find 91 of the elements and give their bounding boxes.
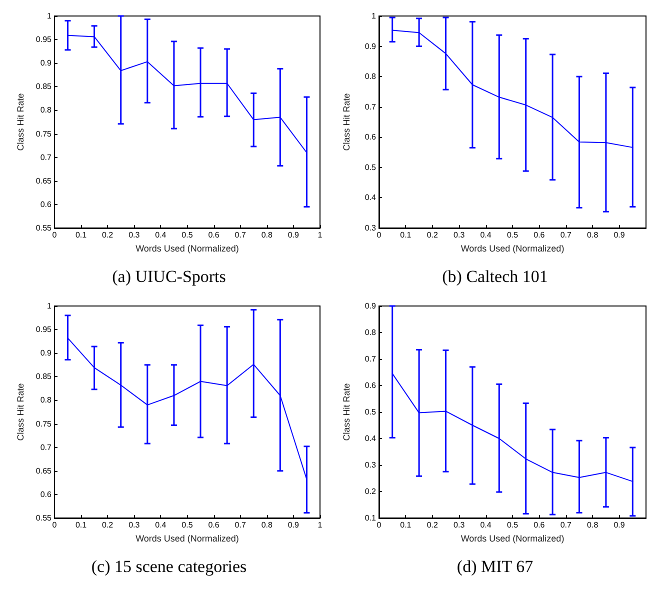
y-tick-label: 0.95 — [36, 325, 52, 334]
x-tick-label: 0.2 — [426, 230, 439, 240]
x-tick-label: 0.3 — [128, 520, 140, 530]
x-tick-label: 0.3 — [128, 230, 140, 240]
x-tick-label: 0 — [376, 520, 382, 530]
y-tick-label: 0.9 — [40, 348, 52, 358]
y-tick-label: 0.6 — [40, 200, 52, 209]
x-tick-label: 0.1 — [75, 520, 88, 530]
y-tick-label: 0.5 — [364, 408, 377, 416]
x-tick-label: 0.6 — [208, 520, 220, 530]
x-tick-label: 0.5 — [182, 520, 194, 530]
y-tick-label: 0.5 — [364, 162, 377, 172]
y-tick-label: 0.1 — [364, 514, 377, 522]
x-tick-label: 0.4 — [155, 230, 167, 240]
y-tick-label: 0.7 — [364, 354, 377, 364]
y-axis-title: Class Hit Rate — [342, 383, 352, 441]
x-tick-label: 0.9 — [614, 230, 626, 240]
text: (d) MIT 67 — [456, 557, 534, 576]
x-tick-label: 0.8 — [261, 520, 274, 530]
x-axis-title: Words Used (Normalized) — [136, 243, 239, 254]
x-tick-label: 0.4 — [155, 520, 167, 530]
y-tick-label: 0.65 — [36, 466, 52, 476]
x-tick-label: 1 — [318, 520, 323, 530]
x-tick-label: 0.4 — [480, 230, 492, 240]
y-tick-label: 0.6 — [364, 381, 377, 390]
x-tick-label: 0.5 — [506, 520, 519, 530]
y-tick-label: 0.75 — [36, 129, 52, 138]
y-tick-label: 0.85 — [36, 82, 52, 92]
y-tick-label: 0.4 — [364, 193, 377, 202]
y-axis-title: Class Hit Rate — [16, 383, 26, 441]
x-tick-label: 0.8 — [587, 520, 599, 530]
x-tick-label: 0.7 — [234, 230, 246, 240]
y-tick-label: 0.85 — [36, 372, 52, 382]
x-tick-label: 0 — [376, 230, 382, 240]
x-tick-label: 0.8 — [261, 230, 274, 240]
x-tick-label: 0.1 — [400, 520, 412, 530]
y-tick-label: 0.65 — [36, 176, 52, 186]
y-tick-label: 0.95 — [36, 35, 52, 44]
x-tick-label: 0.4 — [480, 520, 492, 530]
y-tick-label: 0.8 — [40, 396, 52, 405]
y-tick-label: 0.7 — [40, 442, 52, 452]
y-axis-title: Class Hit Rate — [342, 93, 352, 151]
x-tick-label: 0.2 — [426, 520, 439, 530]
y-tick-label: 0.4 — [364, 434, 377, 443]
text: (c) 15 scene categories — [91, 557, 247, 576]
x-tick-label: 0.2 — [102, 230, 114, 240]
y-tick-label: 1 — [47, 12, 52, 20]
y-tick-label: 0.9 — [40, 58, 52, 68]
x-tick-label: 0.5 — [506, 230, 519, 240]
x-tick-label: 0.9 — [288, 520, 300, 530]
x-tick-label: 0 — [52, 520, 58, 530]
text: (b) Caltech 101 — [442, 267, 548, 286]
x-tick-label: 0.1 — [75, 230, 88, 240]
x-tick-label: 0.5 — [182, 230, 194, 240]
x-tick-label: 1 — [318, 230, 323, 240]
y-tick-label: 0.75 — [36, 419, 52, 428]
y-tick-label: 0.3 — [364, 460, 377, 470]
x-tick-label: 0.3 — [454, 520, 466, 530]
y-tick-label: 0.3 — [364, 224, 377, 232]
x-tick-label: 0.2 — [102, 520, 114, 530]
x-tick-label: 0.7 — [560, 230, 572, 240]
y-tick-label: 0.55 — [36, 514, 52, 522]
x-axis-title: Words Used (Normalized) — [136, 533, 239, 544]
y-tick-label: 0.55 — [36, 224, 52, 232]
y-tick-label: 0.8 — [364, 328, 377, 337]
x-axis-title: Words Used (Normalized) — [460, 243, 564, 254]
x-tick-label: 0 — [52, 230, 58, 240]
x-tick-label: 0.9 — [614, 520, 626, 530]
y-tick-label: 1 — [372, 12, 377, 20]
x-tick-label: 0.1 — [400, 230, 412, 240]
y-tick-label: 0.7 — [364, 102, 377, 112]
x-tick-label: 0.6 — [534, 520, 546, 530]
y-tick-label: 0.9 — [364, 42, 377, 51]
y-tick-label: 0.8 — [40, 106, 52, 115]
x-tick-label: 0.9 — [288, 230, 300, 240]
text: (a) UIUC-Sports — [112, 267, 226, 286]
y-tick-label: 0.7 — [40, 152, 52, 162]
y-tick-label: 0.2 — [364, 487, 377, 496]
y-tick-label: 0.9 — [364, 302, 377, 310]
y-tick-label: 0.8 — [364, 72, 377, 82]
y-tick-label: 0.6 — [40, 490, 52, 499]
x-tick-label: 0.7 — [234, 520, 246, 530]
x-tick-label: 0.8 — [587, 230, 599, 240]
y-tick-label: 1 — [47, 302, 52, 310]
x-tick-label: 0.3 — [454, 230, 466, 240]
x-axis-title: Words Used (Normalized) — [460, 533, 564, 544]
y-tick-label: 0.6 — [364, 132, 377, 142]
x-tick-label: 0.6 — [208, 230, 220, 240]
x-tick-label: 0.6 — [534, 230, 546, 240]
y-axis-title: Class Hit Rate — [16, 93, 26, 151]
x-tick-label: 0.7 — [560, 520, 572, 530]
